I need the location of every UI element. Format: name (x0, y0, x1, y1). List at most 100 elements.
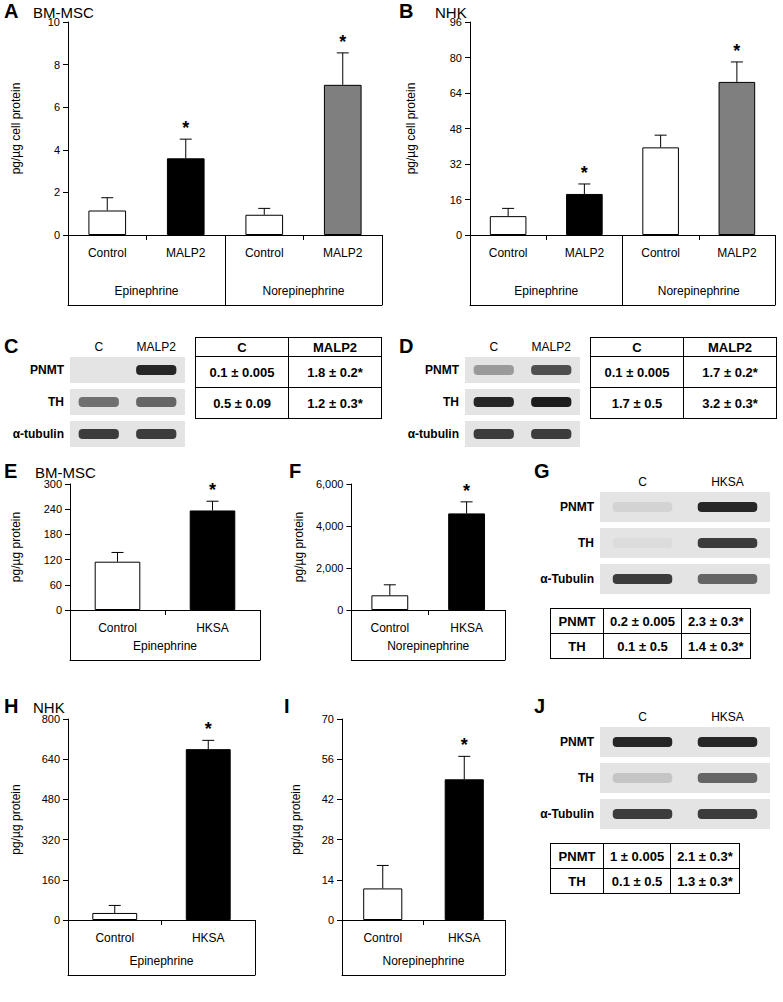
svg-text:Epinephrine: Epinephrine (129, 954, 193, 968)
svg-text:2,000: 2,000 (316, 562, 344, 574)
svg-text:160: 160 (42, 874, 60, 886)
svg-text:0: 0 (328, 914, 334, 926)
svg-text:C: C (94, 340, 103, 354)
svg-text:14: 14 (322, 874, 334, 886)
svg-text:MALP2: MALP2 (717, 246, 757, 260)
svg-text:TH: TH (578, 536, 594, 550)
svg-text:48: 48 (450, 123, 462, 135)
svg-text:Control: Control (641, 246, 680, 260)
svg-text:α-Tubulin: α-Tubulin (540, 572, 594, 586)
svg-text:Norepinephrine: Norepinephrine (382, 954, 464, 968)
svg-text:Epinephrine: Epinephrine (133, 639, 197, 653)
svg-text:42: 42 (322, 793, 334, 805)
svg-text:Norepinephrine: Norepinephrine (658, 284, 740, 298)
svg-text:α-Tubulin: α-Tubulin (540, 807, 594, 821)
svg-text:α-tubulin: α-tubulin (13, 427, 64, 441)
svg-text:0: 0 (56, 604, 62, 616)
svg-text:*: * (205, 719, 212, 739)
svg-text:640: 640 (42, 753, 60, 765)
html-text:0.1 ± 0.005: 0.1 ± 0.005 (209, 364, 275, 380)
html-text:0.1 ± 0.005: 0.1 ± 0.005 (604, 364, 670, 380)
svg-text:Control: Control (489, 246, 528, 260)
svg-text:Norepinephrine: Norepinephrine (387, 639, 469, 653)
svg-text:320: 320 (42, 834, 60, 846)
svg-text:TH: TH (443, 395, 459, 409)
svg-text:2: 2 (54, 186, 60, 198)
html-text:MALP2: MALP2 (313, 339, 357, 355)
svg-text:C: C (638, 710, 647, 724)
svg-text:*: * (209, 480, 216, 500)
svg-text:*: * (461, 735, 468, 755)
html-text:1.2 ± 0.3*: 1.2 ± 0.3* (307, 395, 363, 411)
svg-text:6,000: 6,000 (316, 478, 344, 490)
svg-text:BM-MSC: BM-MSC (33, 4, 94, 21)
svg-text:NHK: NHK (435, 4, 467, 21)
html-text:0.5 ± 0.09: 0.5 ± 0.09 (213, 395, 271, 411)
svg-text:TH: TH (578, 771, 594, 785)
svg-text:*: * (733, 41, 740, 61)
svg-text:0: 0 (54, 914, 60, 926)
svg-text:Control: Control (363, 931, 402, 945)
svg-text:Control: Control (245, 246, 284, 260)
svg-text:HKSA: HKSA (448, 931, 481, 945)
svg-text:C: C (489, 340, 498, 354)
svg-text:0: 0 (456, 229, 462, 241)
svg-text:NHK: NHK (33, 699, 65, 716)
svg-text:HKSA: HKSA (196, 621, 229, 635)
svg-text:*: * (182, 118, 189, 138)
svg-text:pg/µg protein: pg/µg protein (9, 512, 23, 582)
svg-text:16: 16 (450, 194, 462, 206)
svg-text:Epinephrine: Epinephrine (514, 284, 578, 298)
svg-text:PNMT: PNMT (560, 735, 595, 749)
svg-text:Control: Control (88, 246, 127, 260)
svg-text:0: 0 (54, 229, 60, 241)
svg-text:BM-MSC: BM-MSC (35, 464, 96, 481)
svg-text:64: 64 (450, 87, 462, 99)
svg-text:6: 6 (54, 101, 60, 113)
svg-text:HKSA: HKSA (450, 621, 483, 635)
svg-text:TH: TH (48, 395, 64, 409)
svg-text:*: * (463, 481, 470, 501)
svg-text:240: 240 (44, 503, 62, 515)
svg-text:pg/µg cell protein: pg/µg cell protein (404, 83, 418, 175)
svg-text:56: 56 (322, 753, 334, 765)
html-text:MALP2: MALP2 (708, 339, 752, 355)
svg-text:pg/µg protein: pg/µg protein (292, 512, 306, 582)
svg-text:180: 180 (44, 528, 62, 540)
svg-text:Control: Control (95, 931, 134, 945)
svg-text:PNMT: PNMT (560, 500, 595, 514)
svg-text:480: 480 (42, 793, 60, 805)
svg-text:4,000: 4,000 (316, 520, 344, 532)
svg-text:Epinephrine: Epinephrine (114, 284, 178, 298)
svg-text:α-tubulin: α-tubulin (408, 427, 459, 441)
svg-text:70: 70 (322, 713, 334, 725)
svg-text:4: 4 (54, 144, 60, 156)
svg-text:80: 80 (450, 52, 462, 64)
svg-text:HKSA: HKSA (711, 710, 744, 724)
svg-text:pg/µg protein: pg/µg protein (9, 784, 23, 854)
svg-text:pg/µg protein: pg/µg protein (289, 784, 303, 854)
svg-text:PNMT: PNMT (425, 363, 460, 377)
svg-text:Control: Control (98, 621, 137, 635)
svg-text:HKSA: HKSA (711, 475, 744, 489)
svg-text:Norepinephrine: Norepinephrine (262, 284, 344, 298)
svg-text:MALP2: MALP2 (166, 246, 206, 260)
svg-text:*: * (581, 163, 588, 183)
html-text:1.8 ± 0.2*: 1.8 ± 0.2* (307, 364, 363, 380)
svg-text:MALP2: MALP2 (532, 340, 572, 354)
svg-text:0: 0 (337, 604, 343, 616)
svg-text:120: 120 (44, 554, 62, 566)
svg-text:PNMT: PNMT (30, 363, 65, 377)
svg-text:32: 32 (450, 158, 462, 170)
svg-text:HKSA: HKSA (192, 931, 225, 945)
svg-text:*: * (339, 32, 346, 52)
svg-text:60: 60 (50, 579, 62, 591)
svg-text:28: 28 (322, 834, 334, 846)
svg-text:Control: Control (370, 621, 409, 635)
svg-text:C: C (638, 475, 647, 489)
svg-text:pg/µg cell protein: pg/µg cell protein (9, 83, 23, 175)
svg-text:MALP2: MALP2 (323, 246, 363, 260)
svg-text:MALP2: MALP2 (137, 340, 177, 354)
svg-text:MALP2: MALP2 (565, 246, 605, 260)
svg-text:8: 8 (54, 59, 60, 71)
